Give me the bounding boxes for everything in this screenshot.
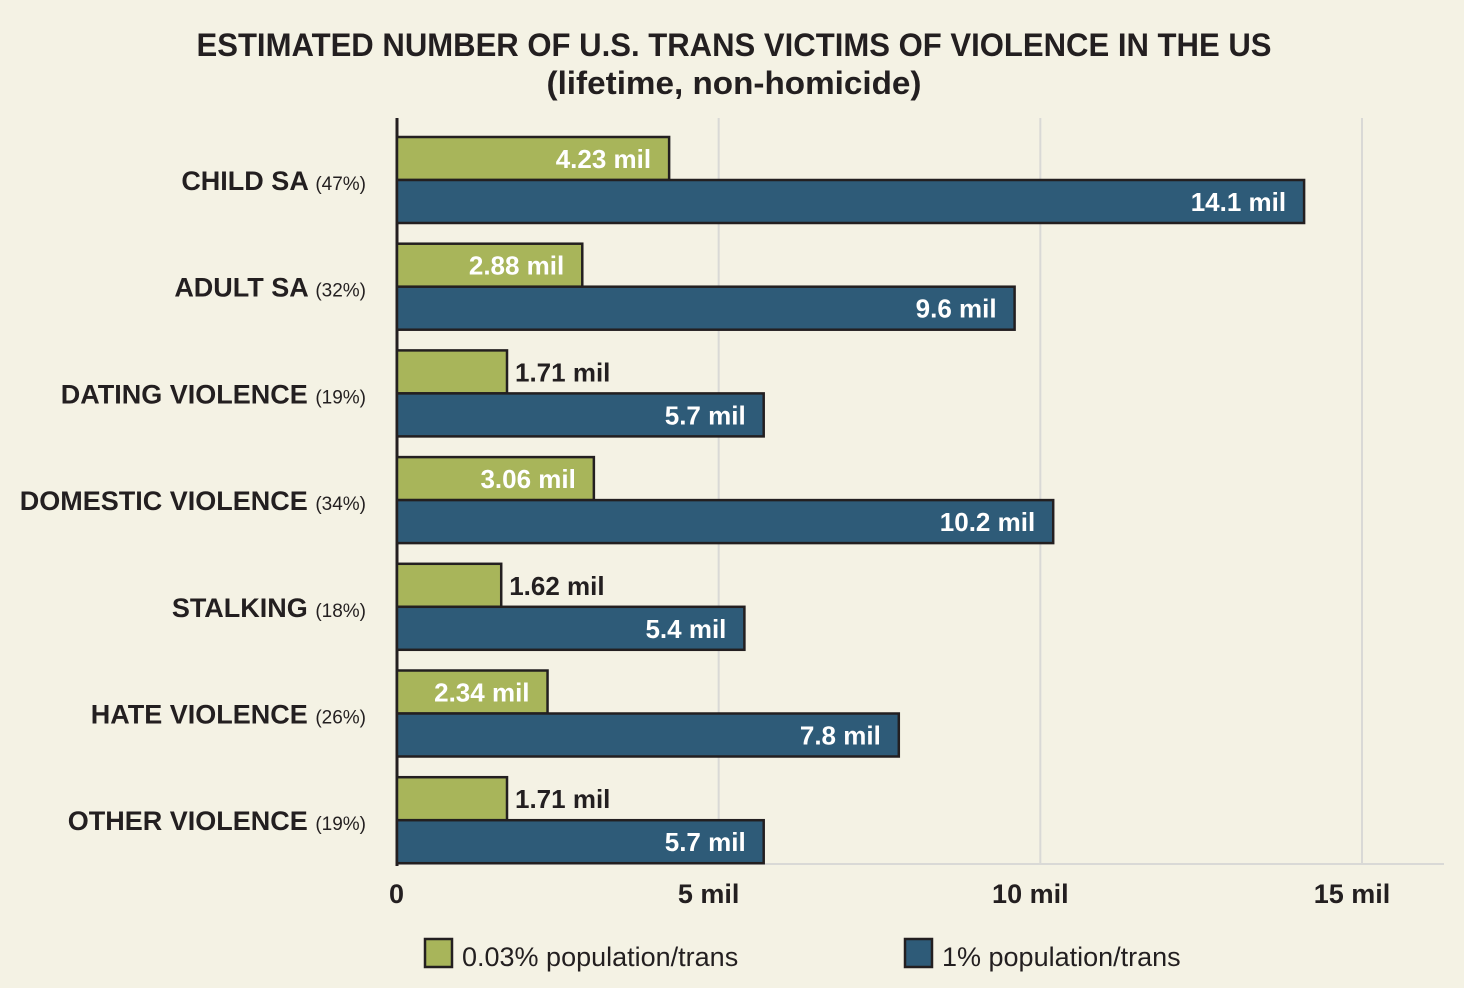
data-label: 14.1 mil <box>1191 187 1286 217</box>
legend-swatch <box>903 937 934 969</box>
bar-high-estimate <box>395 392 765 438</box>
category-name: STALKING <box>172 593 316 623</box>
category-label: STALKING (18%) <box>172 593 366 623</box>
bar-low-estimate <box>395 562 503 609</box>
category-label: ADULT SA (32%) <box>174 273 366 303</box>
category-name: OTHER VIOLENCE <box>68 806 316 836</box>
bar-low-estimate <box>395 669 549 715</box>
category-name: CHILD SA <box>181 166 315 196</box>
data-label: 9.6 mil <box>916 294 997 324</box>
category-label: DOMESTIC VIOLENCE (34%) <box>20 486 366 516</box>
category-label: HATE VIOLENCE (26%) <box>91 700 366 730</box>
bar-high-estimate <box>395 498 1055 545</box>
data-label: 5.7 mil <box>665 400 746 430</box>
data-label: 1.62 mil <box>509 571 604 601</box>
category-name: HATE VIOLENCE <box>91 700 316 730</box>
bar-high-estimate <box>395 605 746 652</box>
data-label: 2.34 mil <box>434 678 529 708</box>
category-percent: (19%) <box>315 387 366 408</box>
x-tick-label: 0 <box>389 879 404 909</box>
x-tick-label: 15 mil <box>1314 879 1391 909</box>
bar-high-estimate <box>395 178 1306 225</box>
category-percent: (34%) <box>315 494 366 515</box>
data-label: 5.7 mil <box>665 827 746 857</box>
legend-label: 1% population/trans <box>942 942 1181 972</box>
category-name: ADULT SA <box>174 273 315 303</box>
legend-swatch <box>423 937 454 969</box>
bar-high-estimate <box>395 818 765 865</box>
x-tick-label: 10 mil <box>992 879 1069 909</box>
bar-low-estimate <box>395 349 509 395</box>
category-label: CHILD SA (47%) <box>181 166 366 196</box>
category-percent: (47%) <box>315 174 366 195</box>
chart-title: ESTIMATED NUMBER OF U.S. TRANS VICTIMS O… <box>197 27 1272 63</box>
category-percent: (32%) <box>315 281 366 302</box>
bar-low-estimate <box>395 775 509 822</box>
data-label: 4.23 mil <box>556 144 651 174</box>
x-tick-label: 5 mil <box>678 879 740 909</box>
category-label: OTHER VIOLENCE (19%) <box>68 806 366 836</box>
category-name: DOMESTIC VIOLENCE <box>20 486 316 516</box>
data-label: 5.4 mil <box>645 614 726 644</box>
data-label: 10.2 mil <box>940 507 1035 537</box>
data-label: 3.06 mil <box>480 464 575 494</box>
chart-subtitle: (lifetime, non-homicide) <box>547 65 922 101</box>
data-label: 1.71 mil <box>515 357 610 387</box>
category-label: DATING VIOLENCE (19%) <box>61 379 366 409</box>
data-label: 7.8 mil <box>800 721 881 751</box>
data-label: 2.88 mil <box>469 251 564 281</box>
bar-high-estimate <box>395 285 1016 331</box>
bar-high-estimate <box>395 712 901 758</box>
category-percent: (19%) <box>315 814 366 835</box>
category-name: DATING VIOLENCE <box>61 379 316 409</box>
data-label: 1.71 mil <box>515 784 610 814</box>
legend-label: 0.03% population/trans <box>462 942 738 972</box>
category-percent: (18%) <box>315 601 366 622</box>
bar-low-estimate <box>395 135 671 182</box>
category-percent: (26%) <box>315 708 366 729</box>
